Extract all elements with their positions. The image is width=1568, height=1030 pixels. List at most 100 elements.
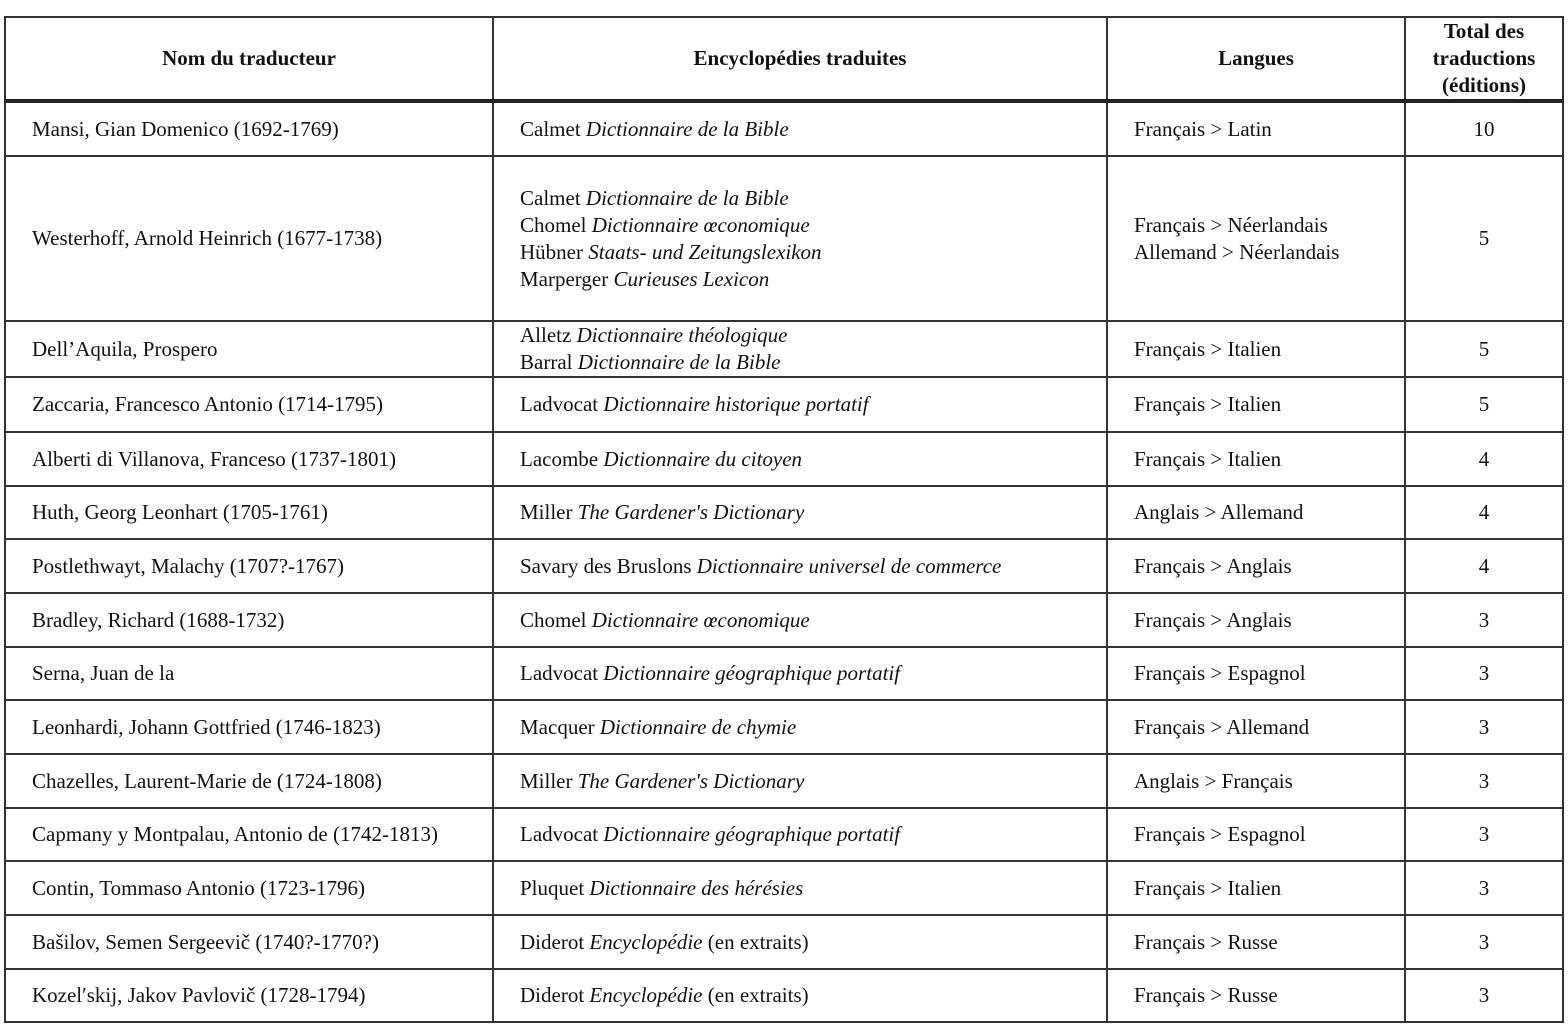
encyclopedia-title: Staats- und Zeitungslexikon [588, 239, 822, 264]
translator-name: Contin, Tommaso Antonio (1723-1796) [4, 860, 494, 916]
table-row: Kozel′skij, Jakov Pavlovič (1728-1794) Di… [4, 968, 1564, 1023]
table-row: Serna, Juan de la Ladvocat Dictionnaire g… [4, 646, 1564, 701]
table-row: Leonhardi, Johann Gottfried (1746-1823) M… [4, 699, 1564, 755]
total-translations: 3 [1404, 860, 1564, 916]
table-row: Westerhoff, Arnold Heinrich (1677-1738) C… [4, 155, 1564, 322]
language-pair: Français > Anglais [1134, 553, 1292, 578]
translator-name: Postlethwayt, Malachy (1707?-1767) [4, 538, 494, 594]
encyclopedia-title: Dictionnaire de la Bible [585, 116, 789, 141]
encyclopedia-entry: Diderot Encyclopédie (en extraits) [520, 929, 1106, 956]
languages-cell: Français > Allemand [1106, 699, 1406, 755]
encyclopedia-author: Ladvocat [520, 392, 599, 416]
translator-name: Bašilov, Semen Sergeevič (1740?-1770?) [4, 914, 494, 970]
encyclopedia-title: The Gardener's Dictionary [577, 500, 805, 524]
languages-cell: Français > Russe [1106, 968, 1406, 1023]
languages-cell: Français > Néerlandais Allemand > Néerlan… [1106, 155, 1406, 322]
encyclopedia-title: Dictionnaire universel de commerce [696, 553, 1002, 578]
translator-name: Mansi, Gian Domenico (1692-1769) [4, 100, 494, 157]
encyclopedia-entry: Savary des Bruslons Dictionnaire univers… [520, 553, 1106, 580]
total-translations: 5 [1404, 155, 1564, 322]
header-name: Nom du traducteur [4, 16, 494, 103]
encyclopedia-entry: Ladvocat Dictionnaire historique portati… [520, 391, 1106, 418]
encyclopedia-entry: Barral Dictionnaire de la Bible [520, 349, 1106, 376]
encyclopedia-author: Miller [520, 500, 573, 524]
language-pair: Français > Allemand [1134, 714, 1310, 739]
encyclopedia-author: Miller [520, 768, 573, 793]
encyclopedia-author: Diderot [520, 929, 585, 954]
encyclopedias-cell: Calmet Dictionnaire de la Bible [492, 100, 1108, 157]
encyclopedia-author: Hübner [520, 239, 583, 264]
total-translations: 5 [1404, 376, 1564, 433]
translator-name: Leonhardi, Johann Gottfried (1746-1823) [4, 699, 494, 755]
encyclopedia-author: Lacombe [520, 446, 599, 471]
table-row: Zaccaria, Francesco Antonio (1714-1795) L… [4, 376, 1564, 433]
encyclopedia-entry: Calmet Dictionnaire de la Bible [520, 185, 1106, 212]
translator-name: Alberti di Villanova, Franceso (1737-180… [4, 431, 494, 487]
languages-cell: Français > Espagnol [1106, 807, 1406, 862]
encyclopedia-entry: Miller The Gardener's Dictionary [520, 499, 1106, 526]
encyclopedia-author: Alletz [520, 323, 572, 347]
encyclopedia-title: Encyclopédie [589, 929, 703, 954]
encyclopedia-suffix: (en extraits) [707, 929, 809, 954]
encyclopedia-title: Dictionnaire de la Bible [577, 350, 781, 374]
encyclopedia-title: Dictionnaire de chymie [599, 714, 797, 739]
language-pair: Français > Anglais [1134, 607, 1292, 632]
total-translations: 4 [1404, 485, 1564, 540]
languages-cell: Français > Italien [1106, 431, 1406, 487]
encyclopedias-cell: Ladvocat Dictionnaire historique portati… [492, 376, 1108, 433]
total-translations: 4 [1404, 431, 1564, 487]
encyclopedia-entry: Miller The Gardener's Dictionary [520, 768, 1106, 795]
encyclopedias-cell: Diderot Encyclopédie (en extraits) [492, 968, 1108, 1023]
translator-name: Chazelles, Laurent-Marie de (1724-1808) [4, 753, 494, 809]
encyclopedia-title: Encyclopédie [589, 983, 703, 1007]
table-row: Contin, Tommaso Antonio (1723-1796) Pluqu… [4, 860, 1564, 916]
encyclopedia-author: Chomel [520, 212, 587, 237]
total-translations: 10 [1404, 100, 1564, 157]
languages-cell: Français > Italien [1106, 376, 1406, 433]
languages-cell: Français > Italien [1106, 320, 1406, 378]
encyclopedia-title: The Gardener's Dictionary [577, 768, 805, 793]
encyclopedias-cell: Ladvocat Dictionnaire géographique porta… [492, 646, 1108, 701]
encyclopedia-title: Dictionnaire théologique [576, 323, 788, 347]
language-pair: Français > Latin [1134, 116, 1272, 141]
encyclopedias-cell: Chomel Dictionnaire œconomique [492, 592, 1108, 648]
encyclopedia-entry: Diderot Encyclopédie (en extraits) [520, 982, 1106, 1009]
language-pair: Français > Russe [1134, 929, 1278, 954]
language-pair: Français > Néerlandais [1134, 212, 1328, 237]
total-translations: 5 [1404, 320, 1564, 378]
language-pair: Français > Italien [1134, 392, 1282, 416]
encyclopedias-cell: Miller The Gardener's Dictionary [492, 753, 1108, 809]
encyclopedia-title: Dictionnaire de la Bible [585, 185, 789, 210]
encyclopedia-author: Savary des Bruslons [520, 553, 692, 578]
total-translations: 3 [1404, 914, 1564, 970]
languages-cell: Français > Italien [1106, 860, 1406, 916]
encyclopedias-cell: Alletz Dictionnaire théologique Barral Di… [492, 320, 1108, 378]
table-row: Postlethwayt, Malachy (1707?-1767) Savary… [4, 538, 1564, 594]
header-languages: Langues [1106, 16, 1406, 103]
encyclopedia-entry: Chomel Dictionnaire œconomique [520, 607, 1106, 634]
table-body: Mansi, Gian Domenico (1692-1769) Calmet D… [4, 100, 1564, 1023]
translator-name: Bradley, Richard (1688-1732) [4, 592, 494, 648]
encyclopedia-entry: Calmet Dictionnaire de la Bible [520, 116, 1106, 143]
encyclopedia-title: Curieuses Lexicon [613, 266, 770, 291]
total-translations: 3 [1404, 753, 1564, 809]
encyclopedia-author: Pluquet [520, 875, 585, 900]
encyclopedia-entry: Chomel Dictionnaire œconomique [520, 212, 1106, 239]
languages-cell: Anglais > Français [1106, 753, 1406, 809]
languages-cell: Français > Anglais [1106, 592, 1406, 648]
translators-table: Nom du traducteur Encyclopédies traduite… [4, 16, 1564, 1023]
language-pair: Français > Russe [1134, 983, 1278, 1007]
table-row: Mansi, Gian Domenico (1692-1769) Calmet D… [4, 100, 1564, 157]
encyclopedia-entry: Macquer Dictionnaire de chymie [520, 714, 1106, 741]
encyclopedia-author: Calmet [520, 185, 581, 210]
encyclopedias-cell: Miller The Gardener's Dictionary [492, 485, 1108, 540]
encyclopedia-title: Dictionnaire géographique portatif [603, 661, 901, 685]
encyclopedia-entry: Lacombe Dictionnaire du citoyen [520, 446, 1106, 473]
encyclopedia-title: Dictionnaire historique portatif [603, 392, 869, 416]
language-pair: Français > Italien [1134, 336, 1282, 361]
encyclopedia-author: Diderot [520, 983, 585, 1007]
language-pair: Français > Espagnol [1134, 661, 1306, 685]
translator-name: Capmany y Montpalau, Antonio de (1742-18… [4, 807, 494, 862]
encyclopedia-author: Ladvocat [520, 822, 599, 846]
translator-name: Serna, Juan de la [4, 646, 494, 701]
